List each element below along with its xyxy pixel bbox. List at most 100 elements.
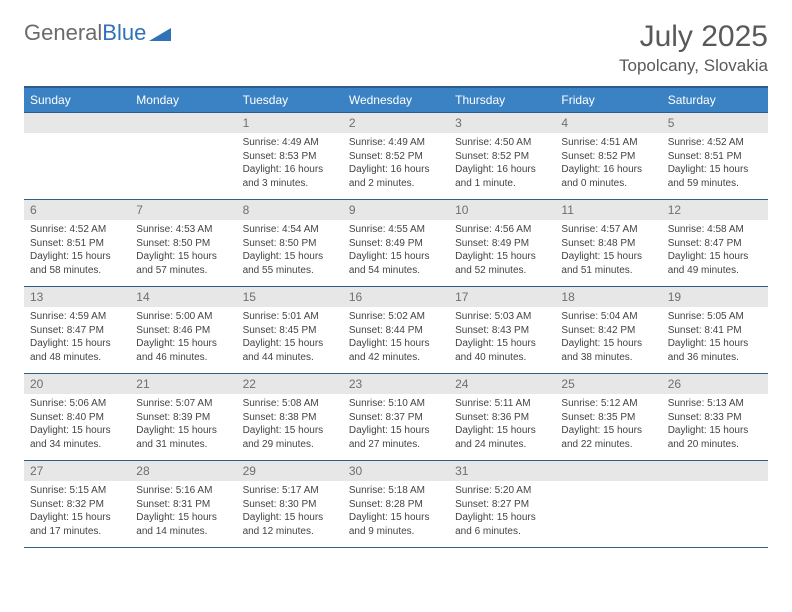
calendar-cell: 10Sunrise: 4:56 AMSunset: 8:49 PMDayligh… [449, 200, 555, 287]
day-number: 5 [662, 113, 768, 133]
calendar-cell: 13Sunrise: 4:59 AMSunset: 8:47 PMDayligh… [24, 287, 130, 374]
calendar-cell: 20 Sunrise: 5:06 AMSunset: 8:40 PMDayligh… [24, 374, 130, 461]
day-number: 13 [24, 287, 130, 307]
day-line: and 20 minutes. [668, 438, 762, 452]
day-line: Sunset: 8:32 PM [30, 498, 124, 512]
day-line: and 6 minutes. [455, 525, 549, 539]
day-line: Sunset: 8:33 PM [668, 411, 762, 425]
day-number: 2 [343, 113, 449, 133]
day-line: Sunset: 8:42 PM [561, 324, 655, 338]
day-number: 11 [555, 200, 661, 220]
day-line: Sunrise: 5:06 AM [30, 397, 124, 411]
day-line: Daylight: 15 hours [136, 511, 230, 525]
day-content: Sunrise: 5:01 AMSunset: 8:45 PMDaylight:… [237, 307, 343, 368]
calendar-row: 1Sunrise: 4:49 AMSunset: 8:53 PMDaylight… [24, 113, 768, 200]
day-content: Sunrise: 4:56 AMSunset: 8:49 PMDaylight:… [449, 220, 555, 281]
day-content: Sunrise: 4:54 AMSunset: 8:50 PMDaylight:… [237, 220, 343, 281]
day-line: Sunset: 8:52 PM [561, 150, 655, 164]
day-line: Sunrise: 4:58 AM [668, 223, 762, 237]
day-line: Daylight: 15 hours [30, 424, 124, 438]
calendar-cell: 31Sunrise: 5:20 AMSunset: 8:27 PMDayligh… [449, 461, 555, 548]
day-line: Daylight: 16 hours [243, 163, 337, 177]
day-line: Sunset: 8:47 PM [668, 237, 762, 251]
day-line: Daylight: 15 hours [561, 250, 655, 264]
day-number: 20 [24, 374, 130, 394]
day-number: 3 [449, 113, 555, 133]
day-content: Sunrise: 5:07 AMSunset: 8:39 PMDaylight:… [130, 394, 236, 455]
day-number: 6 [24, 200, 130, 220]
day-content: Sunrise: 5:10 AMSunset: 8:37 PMDaylight:… [343, 394, 449, 455]
weekday-header: Thursday [449, 87, 555, 113]
day-line: Daylight: 15 hours [668, 337, 762, 351]
weekday-header-row: Sunday Monday Tuesday Wednesday Thursday… [24, 87, 768, 113]
day-number [555, 461, 661, 481]
day-line: Sunset: 8:40 PM [30, 411, 124, 425]
day-line: and 0 minutes. [561, 177, 655, 191]
calendar-cell: 9Sunrise: 4:55 AMSunset: 8:49 PMDaylight… [343, 200, 449, 287]
day-line: Daylight: 15 hours [30, 250, 124, 264]
day-line: Daylight: 15 hours [668, 163, 762, 177]
day-content: Sunrise: 4:52 AMSunset: 8:51 PMDaylight:… [662, 133, 768, 194]
day-number: 25 [555, 374, 661, 394]
day-line: Daylight: 16 hours [561, 163, 655, 177]
day-line: Sunset: 8:31 PM [136, 498, 230, 512]
day-line: Daylight: 15 hours [455, 424, 549, 438]
calendar-cell: 12Sunrise: 4:58 AMSunset: 8:47 PMDayligh… [662, 200, 768, 287]
day-number: 16 [343, 287, 449, 307]
day-content: Sunrise: 4:53 AMSunset: 8:50 PMDaylight:… [130, 220, 236, 281]
calendar-cell: 17Sunrise: 5:03 AMSunset: 8:43 PMDayligh… [449, 287, 555, 374]
day-line: Sunrise: 5:02 AM [349, 310, 443, 324]
calendar-cell: 2Sunrise: 4:49 AMSunset: 8:52 PMDaylight… [343, 113, 449, 200]
day-line: Daylight: 15 hours [243, 511, 337, 525]
day-line: Daylight: 15 hours [668, 250, 762, 264]
day-line: Sunrise: 5:20 AM [455, 484, 549, 498]
day-content: Sunrise: 5:17 AMSunset: 8:30 PMDaylight:… [237, 481, 343, 542]
calendar-cell: 26Sunrise: 5:13 AMSunset: 8:33 PMDayligh… [662, 374, 768, 461]
day-line: Sunset: 8:45 PM [243, 324, 337, 338]
day-line: and 58 minutes. [30, 264, 124, 278]
logo-text-1: General [24, 20, 102, 46]
calendar-cell: 21Sunrise: 5:07 AMSunset: 8:39 PMDayligh… [130, 374, 236, 461]
day-line: Daylight: 15 hours [243, 250, 337, 264]
day-content: Sunrise: 5:18 AMSunset: 8:28 PMDaylight:… [343, 481, 449, 542]
day-line: Sunset: 8:47 PM [30, 324, 124, 338]
weekday-header: Tuesday [237, 87, 343, 113]
day-line: Sunset: 8:27 PM [455, 498, 549, 512]
day-number: 28 [130, 461, 236, 481]
day-content: Sunrise: 5:08 AMSunset: 8:38 PMDaylight:… [237, 394, 343, 455]
day-line: Sunset: 8:51 PM [668, 150, 762, 164]
calendar-row: 13Sunrise: 4:59 AMSunset: 8:47 PMDayligh… [24, 287, 768, 374]
day-number: 7 [130, 200, 236, 220]
day-line: Sunrise: 4:57 AM [561, 223, 655, 237]
day-line: Sunset: 8:49 PM [455, 237, 549, 251]
day-line: Sunrise: 4:52 AM [668, 136, 762, 150]
day-number: 15 [237, 287, 343, 307]
day-line: Sunrise: 4:50 AM [455, 136, 549, 150]
day-line: Sunrise: 5:00 AM [136, 310, 230, 324]
weekday-header: Friday [555, 87, 661, 113]
day-number: 4 [555, 113, 661, 133]
header: GeneralBlue July 2025 Topolcany, Slovaki… [24, 20, 768, 76]
day-number: 18 [555, 287, 661, 307]
day-line: Daylight: 15 hours [349, 424, 443, 438]
day-line: Sunset: 8:50 PM [136, 237, 230, 251]
day-line: Sunrise: 5:03 AM [455, 310, 549, 324]
day-line: Sunrise: 4:49 AM [349, 136, 443, 150]
day-line: and 29 minutes. [243, 438, 337, 452]
day-line: and 17 minutes. [30, 525, 124, 539]
calendar-cell: 5Sunrise: 4:52 AMSunset: 8:51 PMDaylight… [662, 113, 768, 200]
day-line: and 52 minutes. [455, 264, 549, 278]
calendar-cell: 28Sunrise: 5:16 AMSunset: 8:31 PMDayligh… [130, 461, 236, 548]
day-line: Daylight: 15 hours [455, 337, 549, 351]
day-content: Sunrise: 4:52 AMSunset: 8:51 PMDaylight:… [24, 220, 130, 281]
day-content: Sunrise: 4:51 AMSunset: 8:52 PMDaylight:… [555, 133, 661, 194]
day-number: 30 [343, 461, 449, 481]
day-number: 9 [343, 200, 449, 220]
day-number: 1 [237, 113, 343, 133]
calendar-cell [24, 113, 130, 200]
day-content: Sunrise: 5:04 AMSunset: 8:42 PMDaylight:… [555, 307, 661, 368]
day-line: and 14 minutes. [136, 525, 230, 539]
day-content: Sunrise: 5:15 AMSunset: 8:32 PMDaylight:… [24, 481, 130, 542]
day-content: Sunrise: 5:00 AMSunset: 8:46 PMDaylight:… [130, 307, 236, 368]
day-line: Daylight: 15 hours [136, 337, 230, 351]
